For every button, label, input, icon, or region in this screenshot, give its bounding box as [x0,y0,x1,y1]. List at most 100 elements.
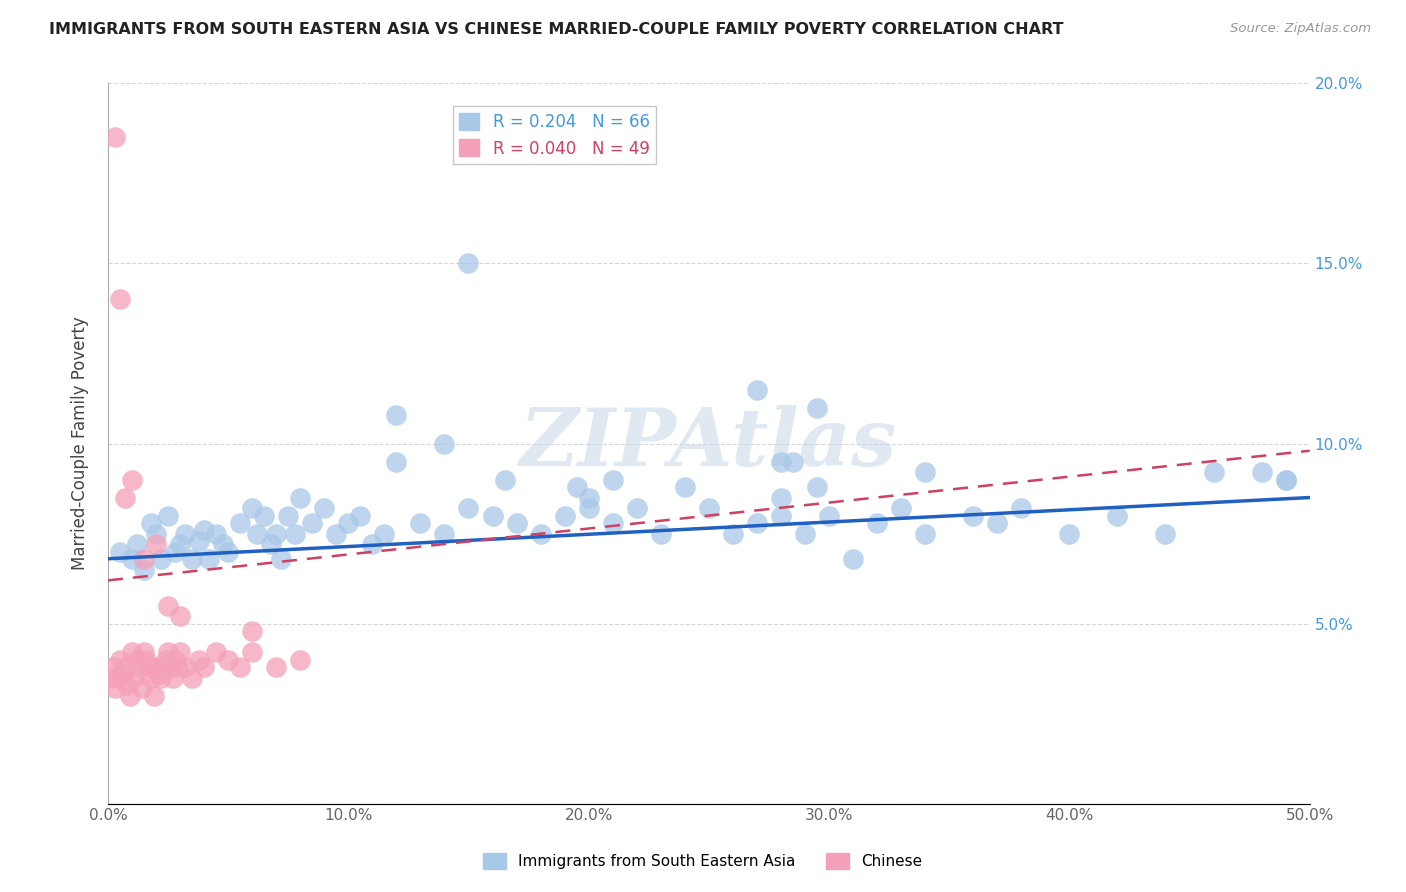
Point [505,516,527,530]
Point [217,652,239,666]
Point [565,480,588,494]
Text: IMMIGRANTS FROM SOUTH EASTERN ASIA VS CHINESE MARRIED-COUPLE FAMILY POVERTY CORR: IMMIGRANTS FROM SOUTH EASTERN ASIA VS CH… [49,22,1064,37]
Point [650,526,672,541]
Point [578,501,600,516]
Point [188,652,211,666]
Point [914,526,936,541]
Point [169,537,191,551]
Point [301,516,323,530]
Point [152,660,174,674]
Point [181,671,204,685]
Point [866,516,889,530]
Point [1107,508,1129,523]
Point [314,501,336,516]
Point [337,516,360,530]
Point [132,645,155,659]
Point [108,652,131,666]
Point [125,537,148,551]
Point [114,491,136,505]
Point [284,526,307,541]
Point [118,689,141,703]
Point [193,660,215,674]
Point [818,508,841,523]
Point [229,660,252,674]
Point [132,563,155,577]
Point [290,491,312,505]
Point [100,671,122,685]
Point [240,645,263,659]
Point [349,508,371,523]
Point [260,537,283,551]
Point [145,537,167,551]
Point [373,526,395,541]
Point [457,256,479,270]
Point [806,401,828,415]
Point [162,671,184,685]
Point [1154,526,1177,541]
Point [121,645,143,659]
Point [325,526,347,541]
Point [602,516,624,530]
Point [578,491,600,505]
Point [157,599,180,613]
Point [1274,473,1296,487]
Point [626,501,648,516]
Point [111,667,134,681]
Point [1274,473,1296,487]
Point [745,516,768,530]
Point [673,480,696,494]
Point [529,526,551,541]
Point [141,516,163,530]
Point [986,516,1008,530]
Point [107,671,129,685]
Point [188,533,211,548]
Point [141,671,163,685]
Y-axis label: Married-Couple Family Poverty: Married-Couple Family Poverty [72,317,89,570]
Point [104,130,127,145]
Text: Source: ZipAtlas.com: Source: ZipAtlas.com [1230,22,1371,36]
Point [769,508,792,523]
Point [142,689,165,703]
Point [782,454,804,468]
Point [264,660,287,674]
Point [174,660,197,674]
Point [124,671,146,685]
Point [433,436,456,450]
Point [132,551,155,566]
Point [277,508,299,523]
Point [128,660,150,674]
Point [148,667,170,681]
Point [481,508,503,523]
Point [169,609,191,624]
Point [806,480,828,494]
Point [198,551,221,566]
Point [240,501,263,516]
Point [229,516,252,530]
Point [554,508,576,523]
Point [697,501,720,516]
Point [457,501,479,516]
Point [290,652,312,666]
Point [149,551,172,566]
Legend: R = 0.204   N = 66, R = 0.040   N = 49: R = 0.204 N = 66, R = 0.040 N = 49 [453,106,657,164]
Point [159,660,181,674]
Point [1010,501,1032,516]
Point [494,473,516,487]
Point [193,523,215,537]
Point [264,526,287,541]
Point [212,537,235,551]
Point [157,508,180,523]
Point [205,526,228,541]
Point [385,454,408,468]
Point [181,551,204,566]
Point [721,526,744,541]
Point [890,501,912,516]
Point [433,526,456,541]
Text: ZIPAtlas: ZIPAtlas [520,405,897,483]
Point [1202,466,1225,480]
Point [769,491,792,505]
Point [962,508,984,523]
Point [145,660,167,674]
Point [217,544,239,558]
Point [165,652,187,666]
